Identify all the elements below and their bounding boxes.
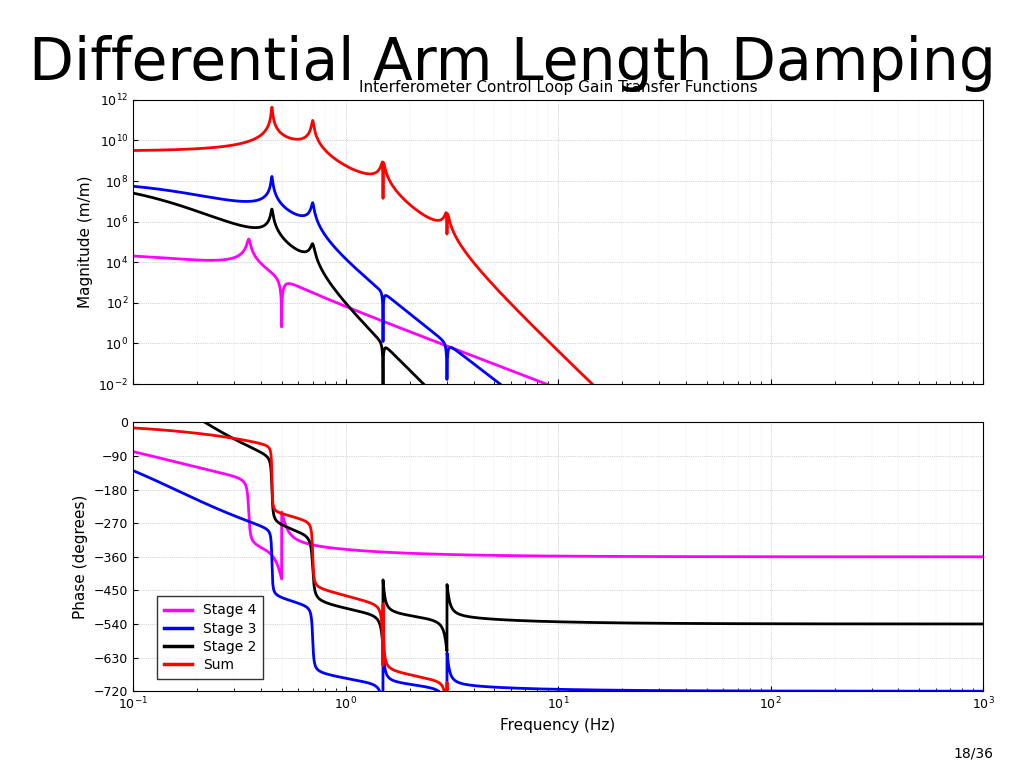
Legend: Stage 4, Stage 3, Stage 2, Sum: Stage 4, Stage 3, Stage 2, Sum <box>157 597 263 679</box>
Title: Interferometer Control Loop Gain Transfer Functions: Interferometer Control Loop Gain Transfe… <box>358 80 758 94</box>
Y-axis label: Phase (degrees): Phase (degrees) <box>74 495 88 619</box>
X-axis label: Frequency (Hz): Frequency (Hz) <box>501 718 615 733</box>
Text: 18/36: 18/36 <box>953 746 993 760</box>
Text: Differential Arm Length Damping: Differential Arm Length Damping <box>29 35 995 91</box>
Y-axis label: Magnitude (m/m): Magnitude (m/m) <box>78 176 93 308</box>
